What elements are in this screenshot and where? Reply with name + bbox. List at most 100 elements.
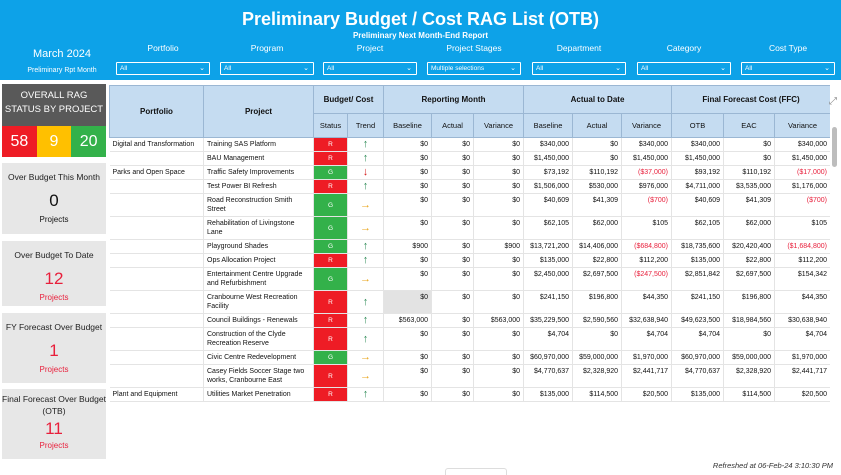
chevron-down-icon: ⌄: [406, 65, 412, 72]
filter-project-label: Project: [356, 43, 384, 53]
rag-table-container[interactable]: Portfolio Project Budget/ Cost Reporting…: [109, 85, 830, 456]
kpi-final-forecast-over-budget: Final Forecast Over Budget (OTB) 11 Proj…: [2, 389, 106, 459]
col-header-project[interactable]: Project: [203, 85, 314, 138]
scrollbar-thumb[interactable]: [832, 127, 837, 167]
report-period-label: Preliminary Rpt Month: [27, 67, 97, 74]
cell-project: Ops Allocation Project: [203, 253, 314, 268]
filter-cost-type-dropdown[interactable]: All ⌄: [741, 62, 835, 75]
cell-atd-actual: $62,000: [572, 216, 623, 240]
table-row[interactable]: Entertainment Centre Upgrade and Refurbi…: [109, 267, 830, 291]
col-header-atd-baseline[interactable]: Baseline: [523, 113, 574, 138]
cell-portfolio: [109, 179, 204, 194]
cell-project: Cranbourne West Recreation Facility: [203, 290, 314, 314]
table-row[interactable]: Digital and Transformation Training SAS P…: [109, 137, 830, 152]
kpi-title: Over Budget This Month: [8, 172, 100, 182]
cell-rm-variance: $563,000: [473, 313, 525, 328]
cell-status: G: [313, 165, 348, 180]
page-tab-indicator[interactable]: [445, 468, 507, 475]
table-row[interactable]: Playground Shades G ↑ $900 $0 $900 $13,721,200…: [109, 239, 830, 254]
filter-project-stages-dropdown[interactable]: Multiple selections ⌄: [427, 62, 521, 75]
filter-program-dropdown[interactable]: All ⌄: [220, 62, 314, 75]
cell-rm-actual: $0: [431, 165, 474, 180]
kpi-subtitle: Projects: [39, 441, 69, 450]
cell-rm-baseline: $0: [383, 253, 432, 268]
cell-rm-variance: $0: [473, 179, 525, 194]
col-header-status[interactable]: Status: [313, 113, 348, 138]
cell-ffc-variance: $105: [774, 216, 830, 240]
cell-rm-variance: $0: [473, 165, 525, 180]
filter-portfolio-dropdown[interactable]: All ⌄: [116, 62, 210, 75]
table-row[interactable]: Parks and Open Space Traffic Safety Impro…: [109, 165, 830, 180]
filter-program-value: All: [224, 65, 232, 72]
filter-project-value: All: [327, 65, 335, 72]
cell-otb: $4,704: [671, 327, 725, 351]
cell-project: Road Reconstruction Smith Street: [203, 193, 314, 217]
cell-otb: $93,192: [671, 165, 725, 180]
cell-ffc-variance: $1,970,000: [774, 350, 830, 365]
col-header-atd-variance[interactable]: Variance: [621, 113, 673, 138]
cell-atd-actual: $196,800: [572, 290, 623, 314]
cell-portfolio: [109, 193, 204, 217]
filter-cost-type-label: Cost Type: [768, 43, 808, 53]
table-row[interactable]: Road Reconstruction Smith Street G → $0 $0 $0…: [109, 193, 830, 217]
cell-project: Utilities Market Penetration: [203, 387, 314, 402]
trend-down-arrow-icon: ↓: [347, 165, 384, 180]
trend-up-arrow-icon: ↑: [347, 253, 384, 268]
cell-project: Training SAS Platform: [203, 137, 314, 152]
cell-rm-baseline: $0: [383, 151, 432, 166]
cell-portfolio: Parks and Open Space: [109, 165, 204, 180]
trend-right-arrow-icon: →: [347, 350, 384, 365]
cell-status: R: [313, 151, 348, 166]
table-row[interactable]: Plant and Equipment Utilities Market Pene…: [109, 387, 830, 402]
cell-atd-actual: $0: [572, 137, 623, 152]
cell-project: Entertainment Centre Upgrade and Refurbi…: [203, 267, 314, 291]
table-row[interactable]: BAU Management R ↑ $0 $0 $0 $1,450,000 $0 $1,450…: [109, 151, 830, 166]
cell-rm-actual: $0: [431, 179, 474, 194]
cell-project: Casey Fields Soccer Stage two works, Cra…: [203, 364, 314, 388]
filter-project-stages-value: Multiple selections: [431, 65, 485, 72]
table-row[interactable]: Cranbourne West Recreation Facility R ↑ $0 $…: [109, 290, 830, 314]
cell-eac: $41,309: [723, 193, 776, 217]
expand-icon[interactable]: ⤢: [829, 96, 837, 107]
table-row[interactable]: Council Buildings - Renewals R ↑ $563,000 $0…: [109, 313, 830, 328]
rag-amber-count[interactable]: 9: [36, 126, 72, 157]
rag-red-count[interactable]: 58: [2, 126, 37, 157]
report-period: March 2024: [32, 48, 92, 60]
cell-atd-baseline: $4,704: [523, 327, 574, 351]
table-row[interactable]: Casey Fields Soccer Stage two works, Cra…: [109, 364, 830, 388]
table-row[interactable]: Construction of the Clyde Recreation Res…: [109, 327, 830, 351]
cell-atd-actual: $0: [572, 327, 623, 351]
table-row[interactable]: Rehabilitation of Livingstone Lane G → $0 $0…: [109, 216, 830, 240]
rag-green-count[interactable]: 20: [71, 126, 107, 157]
chevron-down-icon: ⌄: [824, 65, 830, 72]
col-header-rm-actual[interactable]: Actual: [431, 113, 474, 138]
filter-project-dropdown[interactable]: All ⌄: [323, 62, 417, 75]
filter-category-dropdown[interactable]: All ⌄: [637, 62, 731, 75]
cell-status: R: [313, 327, 348, 351]
filter-department-dropdown[interactable]: All ⌄: [532, 62, 626, 75]
col-header-ffc-variance[interactable]: Variance: [774, 113, 830, 138]
cell-rm-variance: $0: [473, 137, 525, 152]
cell-atd-actual: $2,590,560: [572, 313, 623, 328]
col-header-rm-baseline[interactable]: Baseline: [383, 113, 432, 138]
cell-portfolio: [109, 239, 204, 254]
filter-program-label: Program: [250, 43, 284, 53]
col-header-trend[interactable]: Trend: [347, 113, 384, 138]
kpi-subtitle: Projects: [39, 215, 69, 224]
col-header-atd-actual[interactable]: Actual: [572, 113, 623, 138]
cell-portfolio: Plant and Equipment: [109, 387, 204, 402]
col-header-portfolio[interactable]: Portfolio: [109, 85, 204, 138]
chevron-down-icon: ⌄: [720, 65, 726, 72]
cell-rm-variance: $0: [473, 364, 525, 388]
table-row[interactable]: Ops Allocation Project R ↑ $0 $0 $0 $135,000 $2…: [109, 253, 830, 268]
col-header-eac[interactable]: EAC: [723, 113, 776, 138]
col-header-otb[interactable]: OTB: [671, 113, 725, 138]
trend-right-arrow-icon: →: [347, 193, 384, 217]
table-row[interactable]: Test Power BI Refresh R ↑ $0 $0 $0 $1,506,000 $…: [109, 179, 830, 194]
table-row[interactable]: Civic Centre Redevelopment G → $0 $0 $0 $60,97…: [109, 350, 830, 365]
col-header-rm-variance[interactable]: Variance: [472, 113, 525, 138]
cell-otb: $60,970,000: [671, 350, 725, 365]
rag-table: Portfolio Project Budget/ Cost Reporting…: [109, 85, 830, 402]
cell-rm-actual: $0: [431, 387, 474, 402]
vertical-scrollbar[interactable]: [832, 112, 837, 452]
